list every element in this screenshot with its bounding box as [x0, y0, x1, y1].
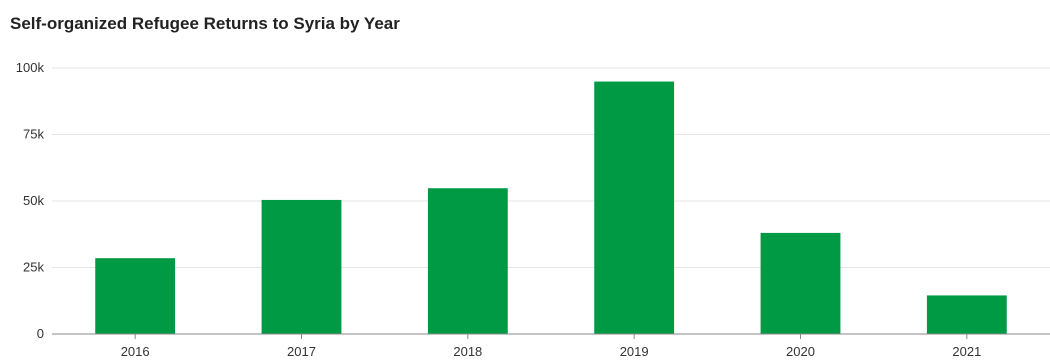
bar-2019: [594, 81, 675, 334]
bar-2021: [926, 295, 1007, 334]
chart-title: Self-organized Refugee Returns to Syria …: [10, 14, 400, 33]
bar-2017: [261, 199, 342, 334]
x-tick-label: 2020: [786, 344, 815, 359]
x-axis-tick-labels: 2016 2017 2018 2019 2020 2021: [121, 334, 981, 359]
x-tick-label: 2017: [287, 344, 316, 359]
x-tick-label: 2016: [121, 344, 150, 359]
x-tick-label: 2018: [453, 344, 482, 359]
x-tick-label: 2019: [620, 344, 649, 359]
bar-2018: [427, 188, 508, 334]
x-tick-label: 2021: [952, 344, 981, 359]
bar-2020: [760, 232, 841, 334]
y-tick-label: 50k: [23, 193, 44, 208]
gridlines: [52, 67, 1050, 268]
y-tick-label: 75k: [23, 127, 44, 142]
y-tick-label: 25k: [23, 260, 44, 275]
y-tick-label: 100k: [16, 60, 45, 75]
bar-2016: [95, 258, 176, 334]
y-tick-label: 0: [37, 326, 44, 341]
bars: [95, 81, 1007, 334]
y-axis-tick-labels: 0 25k 50k 75k 100k: [16, 60, 45, 341]
